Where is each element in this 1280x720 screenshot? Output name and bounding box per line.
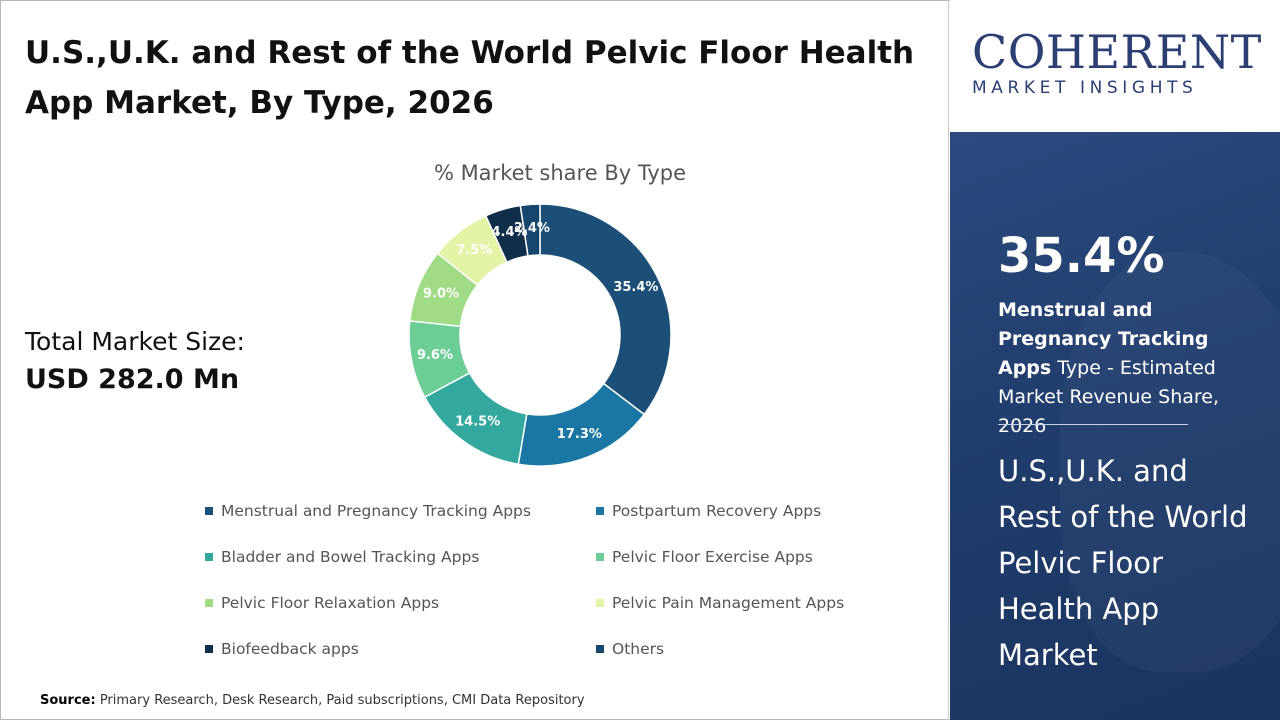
slice-label: 17.3%: [557, 427, 602, 442]
slice-label: 35.4%: [613, 280, 658, 295]
legend-swatch: [205, 645, 213, 653]
donut-slices: [408, 203, 672, 467]
source-text: Primary Research, Desk Research, Paid su…: [95, 693, 585, 708]
slice-label: 7.5%: [456, 243, 492, 258]
panel-divider: [948, 0, 949, 720]
logo-wordmark: COHERENT: [972, 25, 1262, 79]
legend-swatch: [205, 507, 213, 515]
logo-tagline: MARKET INSIGHTS: [972, 78, 1198, 98]
total-market-label: Total Market Size:: [25, 327, 245, 356]
donut-labels: 35.4% 17.3% 14.5% 9.6% 9.0% 7.5%4.4%2.4%: [417, 221, 658, 442]
legend-item: Biofeedback apps: [205, 637, 596, 661]
legend-label: Bladder and Bowel Tracking Apps: [221, 548, 480, 566]
source-label: Source:: [40, 693, 96, 708]
legend-item: Pelvic Pain Management Apps: [596, 591, 885, 615]
page-title: U.S.,U.K. and Rest of the World Pelvic F…: [25, 35, 915, 121]
legend-label: Pelvic Floor Relaxation Apps: [221, 594, 440, 612]
highlight-percent: 35.4%: [998, 228, 1165, 284]
legend-item: Others: [596, 637, 885, 661]
source-note: Source: Primary Research, Desk Research,…: [40, 693, 585, 708]
slice-label: 14.5%: [455, 414, 500, 429]
legend-label: Menstrual and Pregnancy Tracking Apps: [221, 502, 531, 520]
legend-label: Pelvic Pain Management Apps: [612, 594, 845, 612]
company-logo: COHERENT MARKET INSIGHTS: [950, 0, 1280, 132]
highlight-panel: 35.4% Menstrual and Pregnancy Tracking A…: [950, 132, 1280, 720]
legend-item: Bladder and Bowel Tracking Apps: [205, 545, 596, 569]
legend-item: Postpartum Recovery Apps: [596, 499, 885, 523]
highlight-segment: Menstrual and Pregnancy Tracking Apps: [998, 299, 1209, 379]
legend-label: Pelvic Floor Exercise Apps: [612, 548, 813, 566]
donut-slice: [519, 203, 541, 257]
legend-swatch: [596, 507, 604, 515]
slice-label: 9.0%: [423, 287, 459, 302]
slice-label: 4.4%: [492, 225, 528, 240]
legend-label: Postpartum Recovery Apps: [612, 502, 822, 520]
market-name: U.S.,U.K. and Rest of the World Pelvic F…: [998, 454, 1248, 672]
chart-legend: Menstrual and Pregnancy Tracking Apps Pos…: [205, 499, 885, 661]
legend-label: Biofeedback apps: [221, 640, 359, 658]
donut-slice: [539, 203, 672, 416]
highlight-description: Menstrual and Pregnancy Tracking Apps Ty…: [998, 296, 1268, 441]
legend-swatch: [596, 553, 604, 561]
legend-item: Menstrual and Pregnancy Tracking Apps: [205, 499, 596, 523]
legend-swatch: [205, 553, 213, 561]
total-market-value: USD 282.0 Mn: [25, 364, 240, 395]
donut-chart: 35.4% 17.3% 14.5% 9.6% 9.0% 7.5%4.4%2.4%: [408, 203, 672, 467]
slice-label: 9.6%: [417, 348, 453, 363]
slice-label: 2.4%: [514, 221, 550, 236]
legend-item: Pelvic Floor Exercise Apps: [596, 545, 885, 569]
legend-label: Others: [612, 640, 665, 658]
legend-swatch: [596, 645, 604, 653]
legend-swatch: [596, 599, 604, 607]
chart-title: % Market share By Type: [433, 161, 687, 185]
legend-item: Pelvic Floor Relaxation Apps: [205, 591, 596, 615]
highlight-desc-text: Type - Estimated Market Revenue Share, 2…: [998, 357, 1220, 437]
panel-rule: [998, 424, 1188, 425]
legend-swatch: [205, 599, 213, 607]
